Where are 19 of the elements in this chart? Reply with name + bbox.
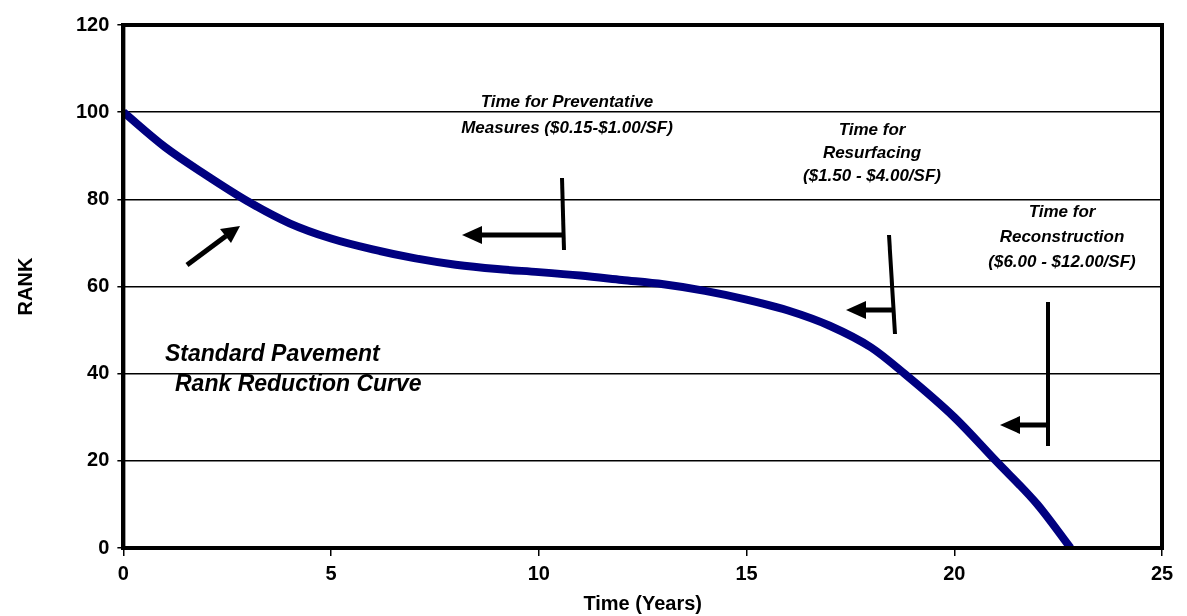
x-tick-label: 15 (735, 561, 758, 584)
annotation: Time for Reconstruction ($6.00 - $12.00/SF) (988, 201, 1137, 271)
x-tick-label: 0 (117, 561, 129, 584)
y-tick-label: 0 (98, 535, 110, 558)
x-tick-label: 10 (527, 561, 550, 584)
y-tick-label: 40 (87, 361, 110, 384)
annotation: Time for Preventative Measures ($0.15-$1.00/SF) (461, 91, 674, 137)
y-tick-label: 80 (87, 186, 110, 209)
x-axis-title: Time (Years) (583, 591, 702, 614)
y-tick-label: 20 (87, 448, 110, 471)
annotation: Standard Pavement Rank Reduction Curve (165, 340, 422, 397)
annotation: Time for Resurfacing ($1.50 - $4.00/SF) (803, 119, 942, 185)
y-tick-label: 100 (75, 99, 110, 122)
x-tick-label: 5 (325, 561, 337, 584)
y-tick-label: 120 (75, 12, 110, 35)
x-tick-label: 25 (1150, 561, 1174, 584)
x-tick-label: 20 (943, 561, 966, 584)
y-tick-label: 60 (87, 274, 110, 297)
y-axis-title: RANK (13, 257, 36, 316)
